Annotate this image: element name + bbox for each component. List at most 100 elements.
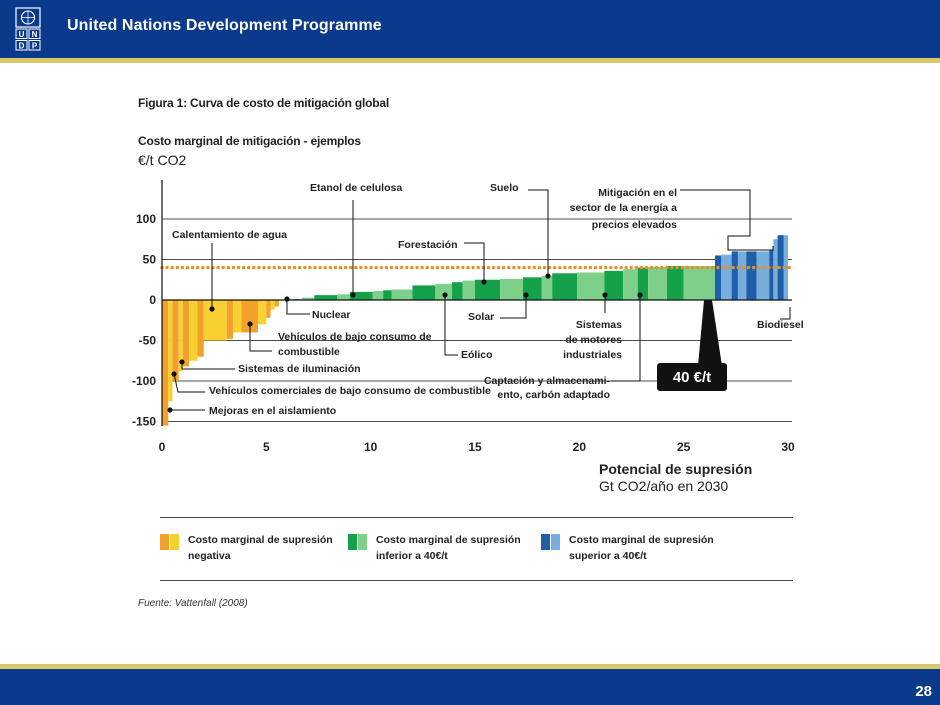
- org-title: United Nations Development Programme: [67, 17, 382, 34]
- annotation-label: Vehículos comerciales de bajo consumo de…: [209, 385, 491, 397]
- cost-bar: [714, 255, 722, 300]
- threshold-dot: [180, 265, 185, 270]
- figure-subtitle: Costo marginal de mitigación - ejemplos: [138, 134, 361, 148]
- annotation-leader-line: [286, 299, 310, 315]
- cost-bar: [383, 290, 392, 300]
- threshold-dot: [731, 265, 735, 270]
- threshold-dot: [461, 265, 465, 270]
- cost-bar: [172, 300, 179, 381]
- page-number: 28: [915, 683, 932, 700]
- legend-label: Costo marginal de supresión superior a 4…: [569, 534, 714, 562]
- threshold-dot: [349, 265, 353, 270]
- threshold-dot: [486, 265, 491, 270]
- threshold-line: [160, 265, 791, 270]
- threshold-dot: [292, 265, 297, 270]
- y-axis-unit: €/t CO2: [138, 152, 187, 168]
- threshold-dot: [190, 265, 195, 270]
- threshold-dot: [175, 265, 179, 270]
- cost-bar: [266, 300, 271, 318]
- annotation-leader-line: [249, 324, 272, 352]
- threshold-dot: [665, 265, 669, 270]
- threshold-dot: [746, 265, 751, 270]
- cost-bar: [203, 300, 227, 341]
- x-tick-label: 25: [677, 440, 691, 454]
- threshold-dot: [241, 265, 246, 270]
- threshold-dot: [680, 265, 684, 270]
- annotation-label: de motores: [565, 334, 622, 346]
- annotation-marker: [171, 371, 177, 377]
- annotation-leader-line: [528, 189, 549, 276]
- annotation-leader-line: [780, 307, 791, 320]
- annotation-label: Sistemas: [576, 319, 622, 331]
- cost-bar: [337, 294, 350, 300]
- annotation-label: Captación y almacenami-: [484, 375, 611, 387]
- threshold-dot: [318, 265, 322, 270]
- cost-bar: [552, 273, 578, 300]
- threshold-dot: [476, 265, 480, 270]
- threshold-dot: [379, 265, 383, 270]
- cost-bar: [197, 300, 204, 357]
- cost-bar: [783, 235, 788, 300]
- annotation-label: Nuclear: [312, 309, 351, 321]
- threshold-dot: [716, 265, 720, 270]
- threshold-dot: [568, 265, 572, 270]
- annotation-label: Forestación: [398, 239, 458, 251]
- annotation-marker: [350, 292, 356, 298]
- threshold-dot: [598, 265, 603, 270]
- threshold-dot: [639, 265, 644, 270]
- annotation-label: Eólico: [461, 349, 493, 361]
- threshold-dot: [456, 265, 460, 270]
- threshold-dot: [252, 265, 256, 270]
- threshold-dot: [369, 265, 373, 270]
- threshold-dot: [588, 265, 593, 270]
- threshold-dot: [542, 265, 547, 270]
- cost-bar: [769, 249, 774, 300]
- threshold-dot: [333, 265, 338, 270]
- threshold-dot: [614, 265, 618, 270]
- threshold-dot: [772, 265, 776, 270]
- annotation-label: Sistemas de iluminación: [238, 363, 361, 375]
- threshold-dot: [782, 265, 786, 270]
- cost-bar: [737, 251, 747, 300]
- logo-letter: D: [19, 41, 25, 50]
- threshold-dot: [185, 265, 190, 270]
- threshold-dot: [384, 265, 389, 270]
- y-tick-label: 0: [149, 293, 156, 307]
- cost-bar: [623, 269, 638, 300]
- legend-bottom-rule: [160, 580, 793, 581]
- threshold-dot: [695, 265, 700, 270]
- cost-bar: [637, 267, 649, 300]
- threshold-dot: [343, 265, 348, 270]
- threshold-dot: [726, 265, 730, 270]
- cost-bar: [500, 278, 523, 300]
- threshold-dot: [670, 265, 674, 270]
- annotation-marker: [247, 321, 253, 327]
- threshold-dot: [425, 265, 429, 270]
- threshold-dot: [593, 265, 598, 270]
- cost-bar: [648, 266, 667, 300]
- cost-bar: [731, 251, 738, 300]
- legend-swatch-dark: [541, 534, 550, 550]
- threshold-dot: [257, 265, 261, 270]
- threshold-dot: [277, 265, 281, 270]
- threshold-dot: [690, 265, 695, 270]
- threshold-dot: [165, 265, 169, 270]
- annotation-marker: [523, 292, 529, 298]
- threshold-dot: [226, 265, 230, 270]
- threshold-callout-pointer: [698, 300, 722, 366]
- cost-bar: [232, 300, 242, 333]
- threshold-dot: [359, 265, 363, 270]
- x-axis-unit: Gt CO2/año en 2030: [599, 478, 728, 494]
- annotation-marker: [179, 359, 185, 365]
- x-tick-label: 10: [364, 440, 378, 454]
- logo-letter: U: [19, 30, 25, 39]
- x-axis-title: Potencial de supresión: [599, 461, 752, 477]
- threshold-dot: [440, 265, 445, 270]
- threshold-dot: [308, 265, 312, 270]
- annotation-label: industriales: [563, 349, 622, 361]
- threshold-dot: [619, 265, 623, 270]
- annotation-label: Calentamiento de agua: [172, 229, 287, 241]
- annotation-marker: [602, 292, 608, 298]
- annotation-label: Mitigación en el: [598, 187, 677, 199]
